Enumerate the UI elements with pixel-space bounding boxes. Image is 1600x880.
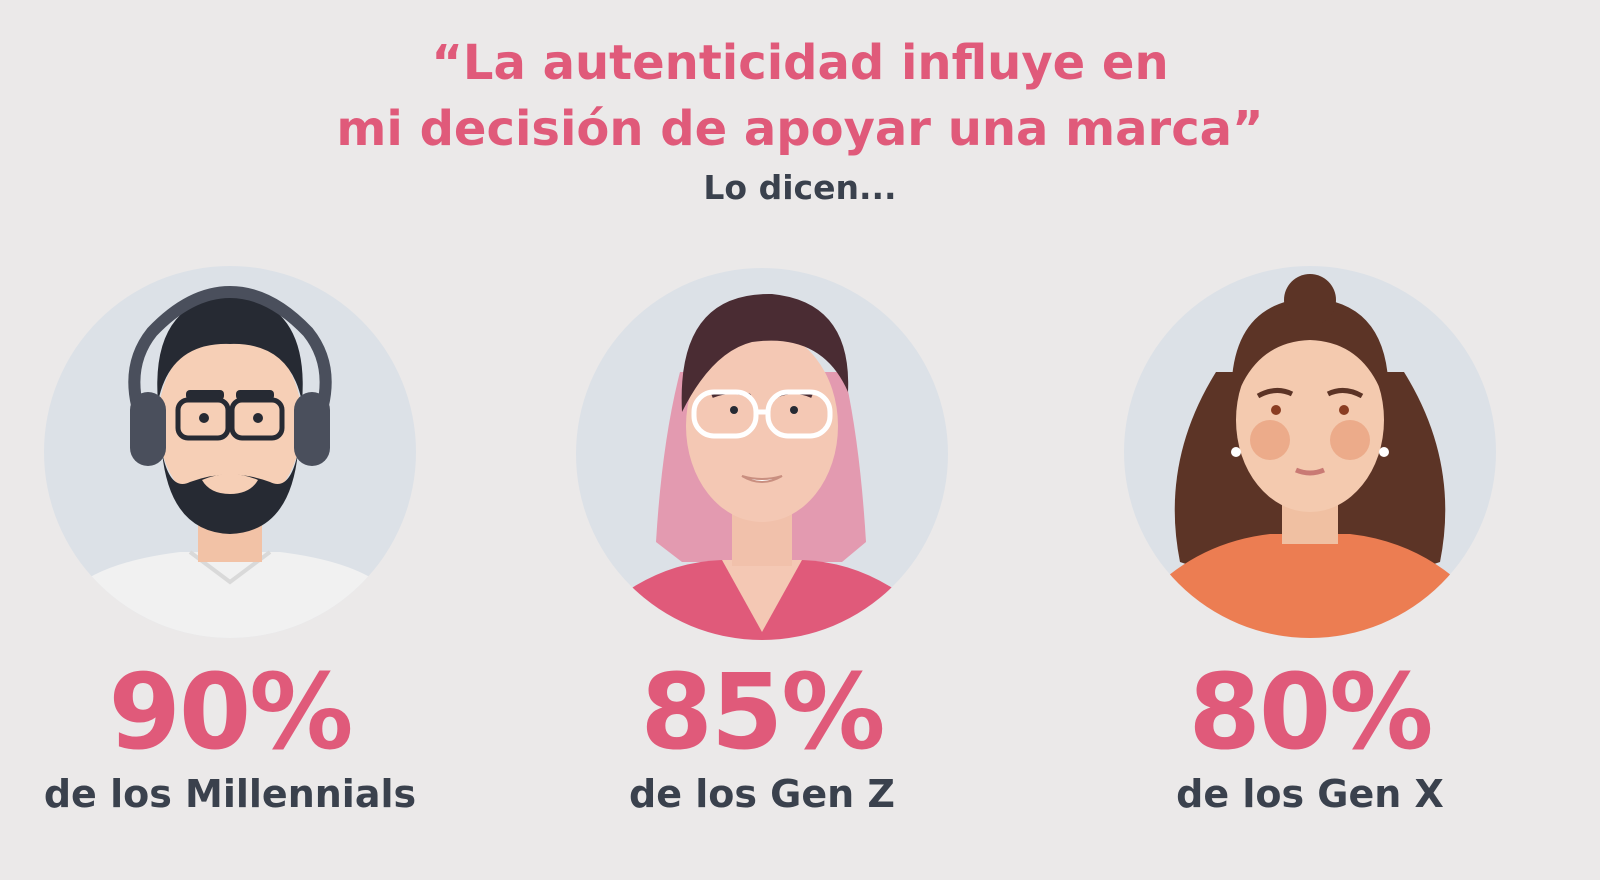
persona-gen-x: 80% de los Gen X [1050, 262, 1570, 816]
persona-millennials: 90% de los Millennials [0, 262, 490, 816]
persona-gen-z: 85% de los Gen Z [502, 262, 1022, 816]
curly-hair-woman-avatar [1124, 266, 1496, 638]
percent-millennials: 90% [108, 651, 354, 773]
subtitle: Lo dicen... [703, 168, 897, 207]
percent-gen-z: 85% [640, 651, 886, 773]
headline-line-1: “La autenticidad influye en [431, 35, 1169, 91]
percent-gen-x: 80% [1188, 651, 1434, 773]
label-gen-z: de los Gen Z [629, 772, 895, 816]
label-millennials: de los Millennials [43, 772, 417, 816]
headline-line-2: mi decisión de apoyar una marca” [336, 101, 1264, 157]
bearded-man-headphones-avatar [44, 266, 416, 638]
headline: “La autenticidad influye en mi decisión … [0, 30, 1600, 162]
label-gen-x: de los Gen X [1176, 772, 1444, 816]
pink-hair-glasses-avatar [576, 268, 948, 640]
